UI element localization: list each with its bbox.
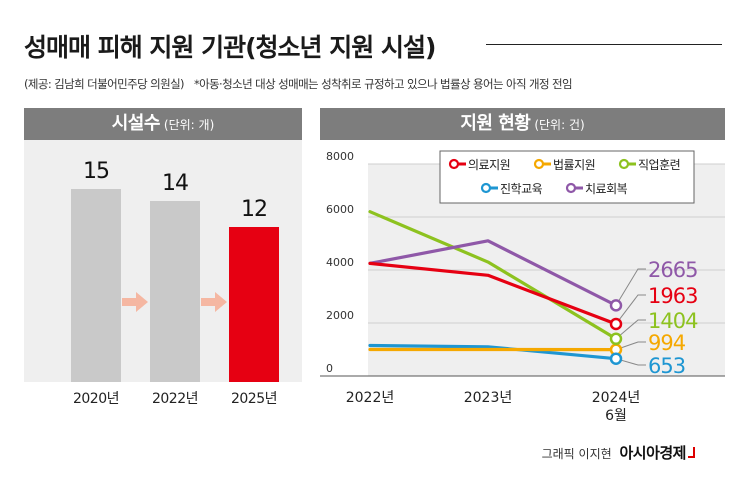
facility-panel-title: 시설수 (111, 113, 161, 134)
legend-marker (448, 158, 460, 170)
bar-value-label: 14 (162, 171, 189, 197)
leader-line (615, 294, 646, 325)
bar-category-label: 2020년 (72, 391, 120, 407)
legend-label: 의료지원 (468, 158, 510, 172)
bar-category-label: 2025년 (230, 391, 278, 407)
facility-panel-header: 시설수 (단위: 개) (24, 108, 302, 140)
end-point-의료지원 (609, 317, 623, 331)
credit-author: 그래픽 이지현 (541, 447, 612, 461)
bar-2025년 (229, 227, 279, 382)
legend-label: 법률지원 (553, 158, 595, 172)
leader-line (615, 358, 646, 366)
y-tick-label: 6000 (326, 203, 354, 216)
y-tick-label: 4000 (326, 256, 354, 269)
x-tick-label: 2023년 (464, 390, 513, 406)
y-tick-label: 8000 (326, 150, 354, 163)
end-point-진학교육 (609, 352, 623, 365)
bar-2022년 (150, 201, 200, 382)
end-value-label: 2665 (648, 258, 697, 282)
x-tick-label: 2022년 (346, 390, 395, 406)
source-note: (제공: 김남희 더불어민주당 의원실) (24, 77, 185, 91)
brand-mark-icon (688, 447, 695, 458)
legend-label: 직업훈련 (638, 158, 680, 172)
bar-category-label: 2022년 (151, 391, 199, 407)
x-tick-label: 6월 (605, 408, 627, 424)
x-tick-label: 2024년 (592, 390, 641, 406)
legend-box (439, 150, 695, 204)
legend-marker (533, 158, 545, 170)
support-panel-unit: (단위: 건) (534, 118, 585, 132)
y-tick-label: 0 (326, 362, 333, 375)
legend-marker (480, 182, 492, 194)
support-panel-header: 지원 현황 (단위: 건) (320, 108, 725, 140)
bar-value-label: 12 (241, 197, 268, 223)
page-title: 성매매 피해 지원 기관(청소년 지원 시설) (24, 33, 436, 62)
end-value-label: 653 (648, 354, 685, 378)
support-line-chart: 0 2000 4000 6000 8000 2022년 2023년 2024년 6월 1963 99… (320, 150, 725, 424)
arrow-right-icon (122, 292, 148, 312)
subtitle: (제공: 김남희 더불어민주당 의원실) *아동·청소년 대상 성매매는 성착취로… (24, 76, 573, 92)
end-value-label: 1963 (648, 284, 697, 308)
series-line-치료회복 (368, 239, 618, 307)
support-panel-title: 지원 현황 (460, 113, 531, 134)
legend-marker (565, 182, 577, 194)
end-point-치료회복 (609, 299, 623, 312)
series-line-의료지원 (368, 261, 618, 326)
legend-label: 진학교육 (500, 182, 543, 196)
credit: 그래픽 이지현 아시아경제 (542, 442, 695, 463)
bar-2020년 (71, 188, 121, 382)
end-value-label: 994 (648, 331, 686, 355)
leader-line (615, 268, 646, 306)
legend-marker (618, 158, 630, 170)
legend-label: 치료회복 (585, 182, 628, 196)
footnote: *아동·청소년 대상 성매매는 성착취로 규정하고 있으나 법률상 용어는 아직… (193, 77, 573, 91)
series-line-직업훈련 (368, 210, 618, 341)
bar-value-label: 15 (83, 158, 110, 184)
facility-panel-unit: (단위: 개) (163, 118, 215, 132)
series-line-진학교육 (368, 343, 618, 361)
end-value-label: 1404 (648, 309, 698, 333)
y-tick-label: 2000 (326, 309, 354, 322)
title-rule (486, 44, 722, 45)
arrow-right-icon (201, 292, 227, 312)
credit-brand: 아시아경제 (619, 444, 686, 462)
end-point-직업훈련 (609, 332, 623, 346)
leader-line (615, 319, 646, 340)
leader-line (615, 341, 646, 351)
